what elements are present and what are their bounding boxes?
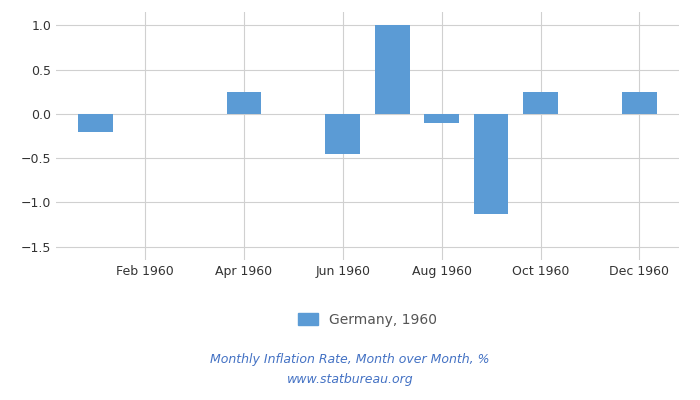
- Bar: [622, 92, 657, 114]
- Bar: [474, 114, 508, 214]
- Bar: [524, 92, 558, 114]
- Bar: [375, 25, 410, 114]
- Bar: [424, 114, 459, 123]
- Legend: Germany, 1960: Germany, 1960: [292, 307, 443, 332]
- Bar: [78, 114, 113, 132]
- Text: www.statbureau.org: www.statbureau.org: [287, 374, 413, 386]
- Text: Monthly Inflation Rate, Month over Month, %: Monthly Inflation Rate, Month over Month…: [210, 354, 490, 366]
- Bar: [326, 114, 360, 154]
- Bar: [227, 92, 261, 114]
